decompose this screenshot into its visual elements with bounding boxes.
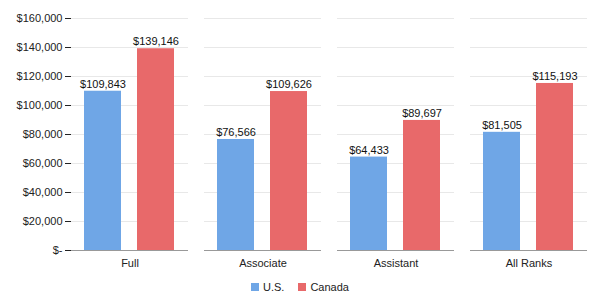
svg-text:Full: Full bbox=[121, 257, 139, 269]
svg-text:$109,843: $109,843 bbox=[80, 78, 126, 90]
svg-text:$100,000: $100,000 bbox=[17, 99, 63, 111]
svg-text:$81,505: $81,505 bbox=[482, 119, 522, 131]
svg-text:Assistant: Assistant bbox=[374, 257, 419, 269]
svg-text:$160,000: $160,000 bbox=[17, 12, 63, 24]
svg-text:Associate: Associate bbox=[239, 257, 287, 269]
svg-text:$80,000: $80,000 bbox=[23, 128, 63, 140]
svg-text:$64,433: $64,433 bbox=[349, 144, 389, 156]
svg-text:$76,566: $76,566 bbox=[216, 126, 256, 138]
svg-text:$120,000: $120,000 bbox=[17, 70, 63, 82]
svg-text:$139,146: $139,146 bbox=[133, 35, 179, 47]
svg-text:$20,000: $20,000 bbox=[23, 215, 63, 227]
svg-text:$140,000: $140,000 bbox=[17, 41, 63, 53]
svg-text:$109,626: $109,626 bbox=[266, 78, 312, 90]
svg-text:$-: $- bbox=[53, 244, 63, 256]
svg-text:$40,000: $40,000 bbox=[23, 186, 63, 198]
svg-text:$89,697: $89,697 bbox=[402, 107, 442, 119]
svg-text:$60,000: $60,000 bbox=[23, 157, 63, 169]
svg-text:All Ranks: All Ranks bbox=[506, 257, 553, 269]
html-text:U.S.: U.S. bbox=[263, 281, 285, 293]
svg-text:$115,193: $115,193 bbox=[532, 70, 577, 82]
html-text:Canada: Canada bbox=[310, 281, 349, 293]
